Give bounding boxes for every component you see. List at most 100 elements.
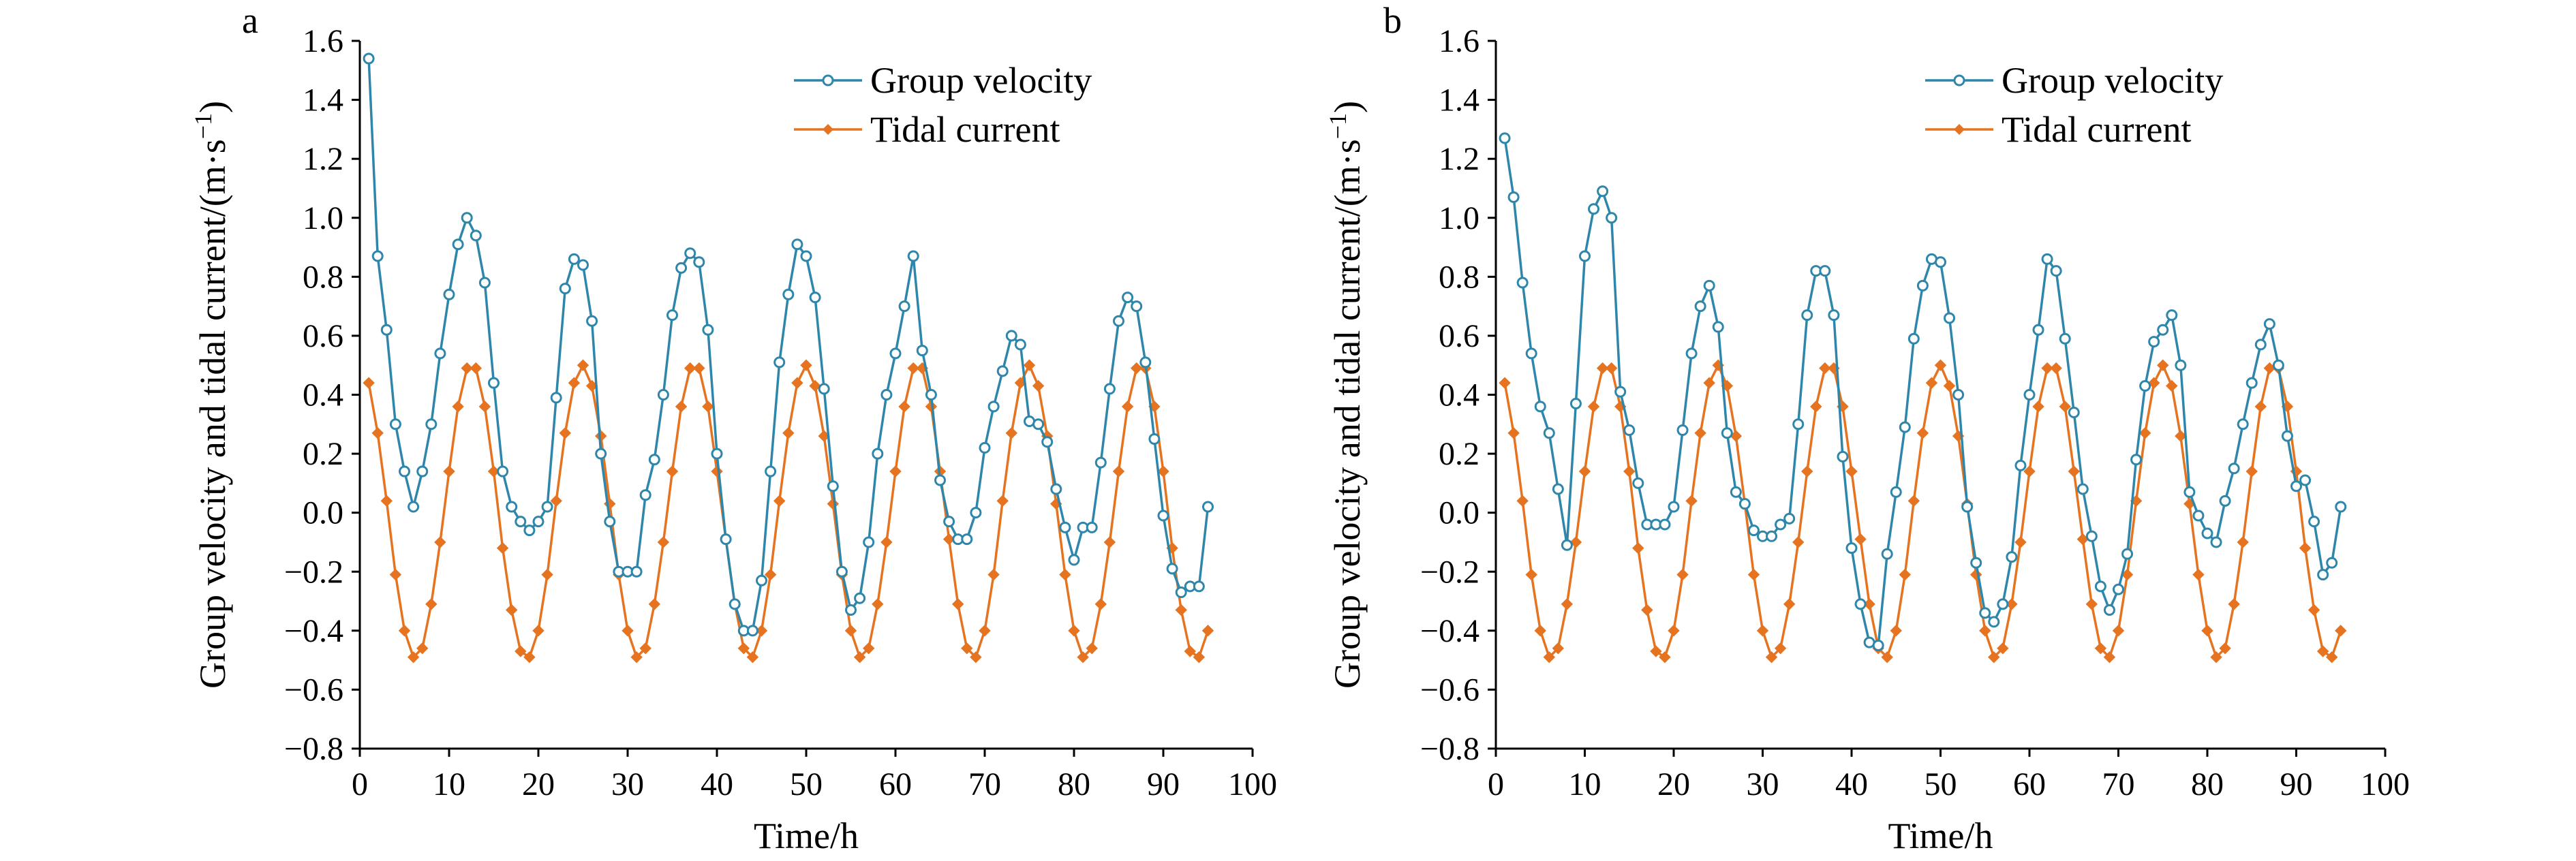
data-point xyxy=(925,401,938,413)
data-point xyxy=(2201,527,2213,539)
data-point xyxy=(1845,542,1858,554)
data-point xyxy=(2059,332,2071,345)
data-point xyxy=(577,359,589,371)
data-point xyxy=(2112,625,2125,637)
data-point xyxy=(1676,568,1689,581)
y-tick-label: 0.4 xyxy=(303,377,343,413)
data-point xyxy=(577,259,589,271)
data-point xyxy=(961,642,973,655)
data-point xyxy=(907,250,919,262)
data-point xyxy=(2166,309,2178,322)
chart-panel-a: a −0.8 −0.6 −0.4 −0.2 0.0 0.2 0.4 0.6 0.8 1.0 1.2 1.… xyxy=(189,0,1277,856)
data-point xyxy=(407,651,420,663)
data-point xyxy=(443,288,455,300)
data-point xyxy=(1614,386,1627,398)
data-point xyxy=(1721,427,1733,439)
data-point xyxy=(1184,645,1197,657)
data-point xyxy=(889,347,902,360)
data-point xyxy=(434,536,446,548)
y-tick-label: 0.0 xyxy=(1439,495,1479,531)
data-point xyxy=(2094,642,2107,655)
data-point xyxy=(1881,548,1893,560)
data-point xyxy=(408,501,420,513)
data-point xyxy=(961,533,973,546)
data-point xyxy=(505,604,518,616)
data-point xyxy=(1952,389,1965,401)
y-tick-label: −0.2 xyxy=(284,554,343,590)
x-tick-label: 60 xyxy=(2013,766,2046,802)
x-tick-label: 50 xyxy=(1925,766,1957,802)
x-tick-label: 60 xyxy=(879,766,912,802)
data-point xyxy=(622,625,634,637)
data-point xyxy=(1050,483,1062,495)
x-tick-label: 20 xyxy=(1657,766,1690,802)
data-point xyxy=(416,465,429,478)
x-tick-label: 30 xyxy=(1747,766,1779,802)
data-point xyxy=(1775,518,1787,531)
data-point xyxy=(2148,336,2160,348)
legend-label: Group velocity xyxy=(870,60,1092,101)
data-point xyxy=(880,536,893,548)
y-axis-title-main: Group velocity and tidal current/(m·s xyxy=(192,139,233,689)
data-point xyxy=(684,362,696,375)
data-point xyxy=(2103,604,2115,616)
x-tick-label: 90 xyxy=(2280,766,2313,802)
data-point xyxy=(2050,362,2062,375)
data-point xyxy=(1525,347,1537,360)
data-point xyxy=(2041,253,2053,265)
data-point xyxy=(1201,625,1214,637)
data-point xyxy=(559,427,572,439)
data-point xyxy=(2050,265,2062,277)
data-point xyxy=(1970,557,1982,569)
data-point xyxy=(800,359,812,371)
data-point xyxy=(1166,563,1178,575)
x-tick-label: 80 xyxy=(1058,766,1090,802)
legend: Group velocity Tidal current xyxy=(1925,60,2223,150)
y-tick-label: 0.8 xyxy=(1439,259,1479,295)
panel-label: a xyxy=(242,0,258,41)
x-tick-label: 70 xyxy=(968,766,1001,802)
data-point xyxy=(532,516,545,528)
data-point xyxy=(363,52,375,65)
data-point xyxy=(541,568,553,581)
data-point xyxy=(2299,474,2312,486)
data-point xyxy=(1552,642,1565,655)
data-point xyxy=(898,401,910,413)
data-point xyxy=(2290,480,2302,492)
data-point xyxy=(2210,651,2222,663)
data-point xyxy=(1632,542,1644,554)
y-tick-label: 0.6 xyxy=(303,318,343,354)
data-point xyxy=(1997,642,2009,655)
y-axis-title: Group velocity and tidal current/(m·s−1) xyxy=(189,101,233,689)
data-point xyxy=(996,365,1009,377)
data-point xyxy=(1068,554,1080,566)
data-point xyxy=(1979,625,1991,637)
data-point xyxy=(1774,642,1787,655)
data-point xyxy=(1113,315,1124,327)
data-point xyxy=(2335,625,2347,637)
data-point xyxy=(2299,542,2312,554)
x-tick-label: 20 xyxy=(522,766,555,802)
data-point xyxy=(478,401,491,413)
data-point xyxy=(470,362,482,375)
x-tick-label: 90 xyxy=(1147,766,1180,802)
x-tick-label: 40 xyxy=(701,766,733,802)
data-point xyxy=(1569,397,1582,409)
data-point xyxy=(1747,568,1760,581)
data-point xyxy=(1597,185,1609,198)
data-point xyxy=(1148,433,1161,445)
data-point xyxy=(2317,569,2329,581)
data-point xyxy=(1961,501,1974,513)
data-point xyxy=(2308,516,2320,528)
data-point xyxy=(1112,465,1125,478)
data-point xyxy=(1561,598,1574,610)
data-point xyxy=(1068,625,1080,637)
data-point xyxy=(523,651,536,663)
data-point xyxy=(1587,401,1600,413)
data-point xyxy=(2263,318,2275,330)
y-tick-label: 0.2 xyxy=(303,436,343,472)
y-tick-label: −0.8 xyxy=(284,731,343,767)
x-tick-label: 10 xyxy=(433,766,465,802)
data-point xyxy=(880,389,893,401)
data-point xyxy=(532,625,545,637)
